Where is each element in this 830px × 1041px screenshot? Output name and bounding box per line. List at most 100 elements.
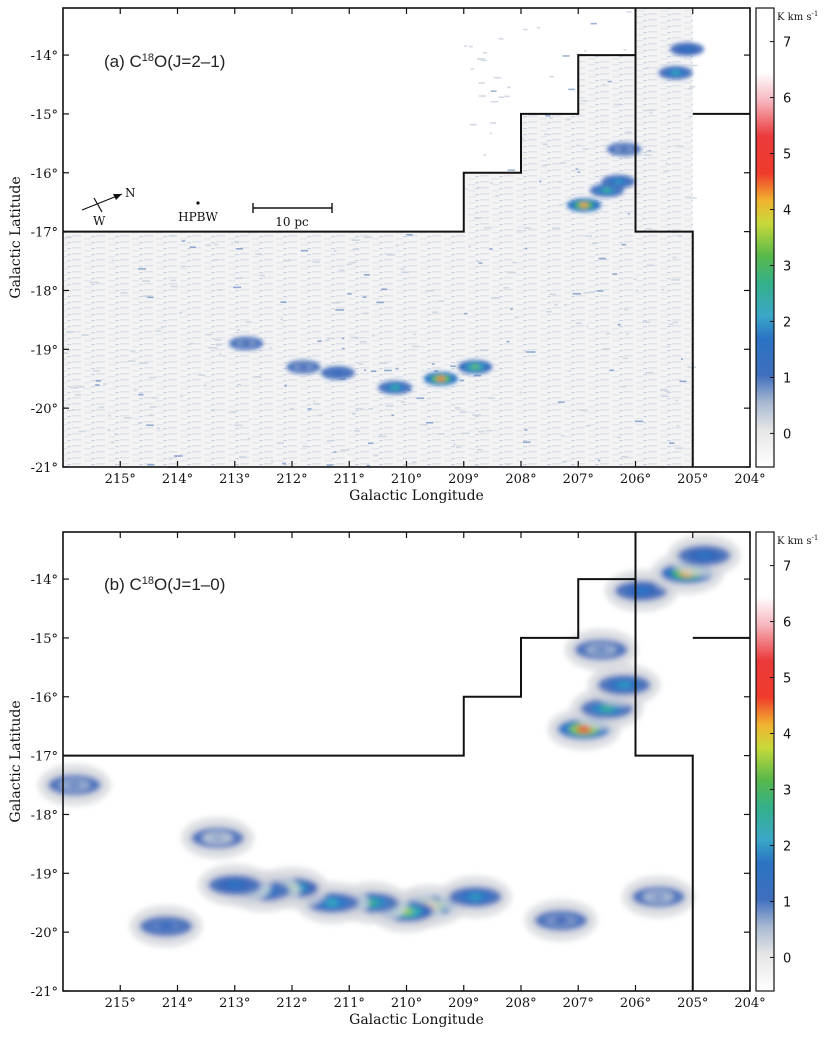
colorbar-tick-label: 3 xyxy=(783,259,791,274)
noise-mark xyxy=(385,405,394,407)
noise-mark xyxy=(469,123,477,126)
noise-mark xyxy=(412,461,417,463)
noise-mark xyxy=(277,442,284,444)
noise-mark xyxy=(592,242,598,245)
noise-mark xyxy=(65,236,72,239)
emission-peak xyxy=(682,46,692,52)
colorbar-tick-label: 7 xyxy=(783,560,791,575)
noise-mark xyxy=(664,390,670,393)
noise-mark xyxy=(248,231,251,234)
emission-peak xyxy=(697,552,712,560)
noise-mark xyxy=(252,376,262,378)
noise-mark xyxy=(635,289,639,292)
noise-mark xyxy=(401,401,406,403)
noise-mark xyxy=(138,268,146,270)
noise-mark xyxy=(536,26,541,29)
noise-mark xyxy=(474,217,483,219)
noise-mark xyxy=(607,80,612,83)
noise-mark xyxy=(685,196,691,199)
y-tick-label: -15° xyxy=(31,108,58,123)
noise-mark xyxy=(606,332,611,335)
noise-mark xyxy=(568,88,575,91)
noise-mark xyxy=(546,310,553,313)
y-axis-title: Galactic Latitude xyxy=(8,700,24,822)
noise-mark xyxy=(482,51,488,54)
noise-mark xyxy=(493,76,501,79)
noise-mark xyxy=(676,145,685,148)
noise-mark xyxy=(576,144,581,147)
noise-mark xyxy=(464,312,468,315)
noise-mark xyxy=(78,386,85,388)
emission-peak xyxy=(619,146,629,152)
panel-label: (b) C18O(J=1–0) xyxy=(104,575,225,594)
noise-mark xyxy=(559,162,566,164)
noise-mark xyxy=(450,365,456,368)
noise-mark xyxy=(342,347,345,350)
noise-mark xyxy=(542,143,548,146)
noise-mark xyxy=(206,244,211,247)
noise-mark xyxy=(461,432,470,435)
noise-mark xyxy=(581,100,588,102)
noise-mark xyxy=(462,373,470,376)
noise-mark xyxy=(543,133,549,136)
noise-mark xyxy=(484,226,493,229)
noise-mark xyxy=(468,245,471,248)
panel-b: 215° 214° 213° 212° 211° 210° 209° 208° 207° 206°… xyxy=(8,531,818,1028)
noise-mark xyxy=(688,115,693,118)
noise-mark xyxy=(503,286,509,289)
noise-mark xyxy=(358,363,364,365)
noise-mark xyxy=(689,85,696,88)
noise-mark xyxy=(170,235,176,237)
noise-mark xyxy=(391,414,395,416)
noise-mark xyxy=(675,447,684,450)
noise-mark xyxy=(352,412,356,415)
noise-mark xyxy=(247,437,251,440)
y-tick-label: -18° xyxy=(31,808,58,823)
x-tick-label: 205° xyxy=(677,996,708,1011)
noise-mark xyxy=(434,370,439,372)
noise-mark xyxy=(672,321,678,324)
x-tick-label: 204° xyxy=(734,472,765,487)
noise-mark xyxy=(586,325,589,328)
noise-mark xyxy=(633,278,637,281)
noise-mark xyxy=(498,38,504,40)
noise-mark xyxy=(107,414,111,417)
noise-mark xyxy=(665,162,668,165)
noise-mark xyxy=(609,369,614,372)
noise-mark xyxy=(489,132,492,135)
colorbar-tick-label: 3 xyxy=(783,783,791,798)
noise-mark xyxy=(560,434,565,437)
colorbar xyxy=(755,7,775,468)
noise-mark xyxy=(141,280,151,282)
noise-mark xyxy=(219,353,222,355)
survey-boundary xyxy=(63,532,637,757)
noise-mark xyxy=(623,308,629,311)
noise-mark xyxy=(431,363,435,365)
colorbar-tick-label: 6 xyxy=(783,616,791,631)
noise-mark xyxy=(561,461,567,463)
emission-peak xyxy=(651,893,666,901)
noise-mark xyxy=(438,433,445,435)
noise-mark xyxy=(346,263,352,266)
noise-mark xyxy=(364,369,367,371)
noise-mark xyxy=(386,254,396,256)
noise-mark xyxy=(75,386,79,389)
noise-mark xyxy=(366,464,370,467)
panel-label-suffix: O(J=2–1) xyxy=(154,52,225,71)
noise-mark xyxy=(473,374,482,377)
noise-mark xyxy=(622,385,627,388)
panel-label: (a) C18O(J=2–1) xyxy=(104,52,225,71)
noise-mark xyxy=(526,351,536,353)
noise-mark xyxy=(236,248,243,250)
x-tick-label: 207° xyxy=(563,472,594,487)
noise-mark xyxy=(642,321,651,323)
noise-mark xyxy=(564,303,567,306)
noise-mark xyxy=(646,109,655,112)
emission-peak xyxy=(468,893,483,901)
noise-mark xyxy=(368,442,374,445)
colorbar-tick-label: 4 xyxy=(783,728,791,743)
x-tick-label: 213° xyxy=(219,472,250,487)
noise-mark xyxy=(381,288,388,291)
noise-mark xyxy=(687,366,697,369)
emission-peak xyxy=(579,202,589,208)
